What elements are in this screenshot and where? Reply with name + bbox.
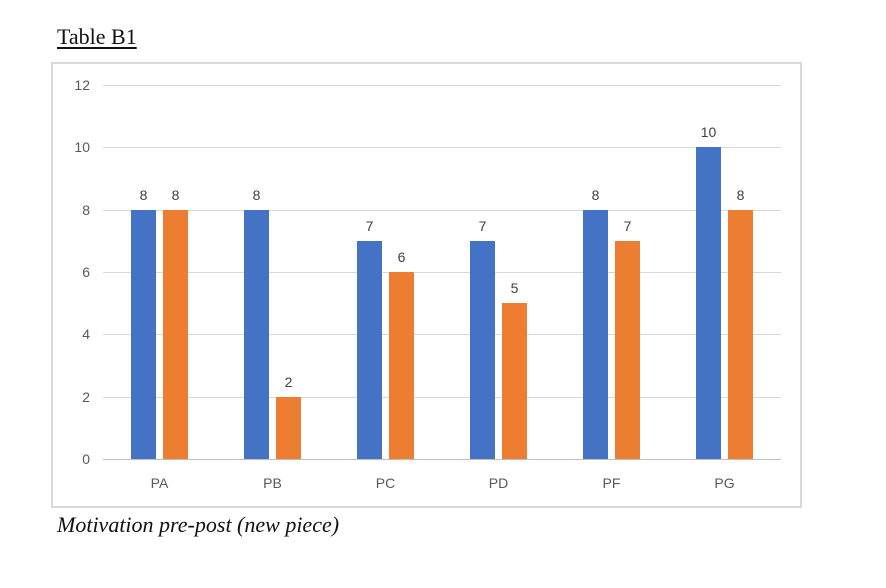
chart-caption: Motivation pre-post (new piece): [57, 512, 340, 537]
xtick-label-PC: PC: [375, 475, 396, 491]
bar-PF-series1: [615, 240, 640, 459]
value-label-PA-series1: 8: [171, 186, 180, 203]
value-label-PC-series0: 7: [365, 217, 374, 234]
xtick-label-PD: PD: [488, 475, 509, 491]
xtick-label-PB: PB: [263, 475, 282, 491]
value-label-PB-series0: 8: [252, 186, 261, 203]
value-label-PG-series0: 10: [700, 124, 717, 141]
xtick-label-PA: PA: [150, 475, 169, 491]
value-label-PA-series0: 8: [139, 186, 148, 203]
xtick-label-PF: PF: [602, 475, 621, 491]
value-label-PF-series1: 7: [623, 217, 632, 234]
gridline-y4: [103, 334, 781, 336]
bar-PF-series0: [583, 209, 608, 459]
value-label-PG-series1: 8: [736, 186, 745, 203]
bar-PB-series0: [244, 209, 269, 459]
bar-PD-series1: [502, 303, 527, 459]
xtick-label-PG: PG: [714, 475, 735, 491]
bar-PC-series1: [389, 272, 414, 459]
value-label-PD-series1: 5: [510, 280, 519, 297]
bar-PA-series1: [163, 209, 188, 459]
bar-PA-series0: [131, 209, 156, 459]
value-label-PF-series0: 8: [591, 186, 600, 203]
chart-frame: 0 2 4 6 8 10 12 8 8 PA 8 2 PB 7 6 PC 7 5 PD 8 7 PF 10 8 PG: [51, 62, 802, 508]
bar-PB-series1: [276, 396, 301, 459]
gridline-y12: [103, 85, 781, 86]
ytick-label-2: 2: [82, 388, 90, 405]
ytick-label-6: 6: [82, 264, 90, 280]
ytick-label-8: 8: [82, 201, 90, 218]
bar-PG-series1: [728, 209, 753, 459]
gridline-y8: [103, 209, 781, 211]
ytick-label-0: 0: [82, 451, 90, 467]
ytick-label-10: 10: [74, 139, 90, 156]
value-label-PB-series1: 2: [284, 373, 293, 390]
bar-PC-series0: [357, 240, 382, 459]
ytick-label-4: 4: [82, 326, 90, 343]
gridline-y2: [103, 396, 781, 398]
value-label-PD-series0: 7: [478, 217, 487, 234]
value-label-PC-series1: 6: [397, 249, 406, 265]
gridline-y0: [103, 459, 781, 460]
bar-PD-series0: [470, 240, 495, 459]
gridline-y10: [103, 147, 781, 149]
bar-PG-series0: [696, 147, 721, 459]
gridline-y6: [103, 272, 781, 273]
plot-area: 0 2 4 6 8 10 12 8 8 PA 8 2 PB 7 6 PC 7 5 PD 8 7 PF 10 8 PG: [53, 64, 800, 506]
ytick-label-12: 12: [74, 77, 90, 93]
chart-title: Table B1: [57, 24, 137, 49]
